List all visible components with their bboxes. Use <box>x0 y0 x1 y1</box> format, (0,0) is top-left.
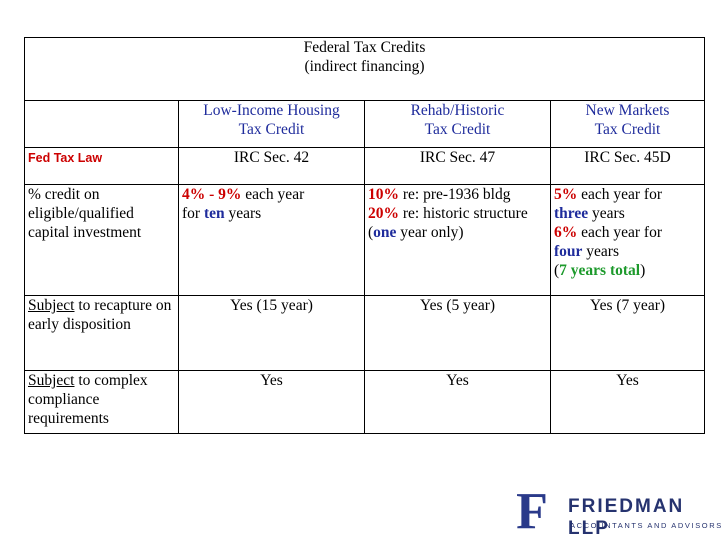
row-label-fed-tax-law: Fed Tax Law <box>24 147 179 185</box>
header-lih-line-1: Low-Income Housing <box>203 102 340 119</box>
header-empty-cell <box>24 100 179 148</box>
header-lih-line-2: Tax Credit <box>238 121 305 138</box>
header-nmtc-line-1: New Markets <box>585 102 670 119</box>
fed-tax-law-row: Fed Tax Law IRC Sec. 42 IRC Sec. 47 IRC … <box>24 147 705 185</box>
row-label-recapture: Subject to recapture on early dispositio… <box>24 295 179 371</box>
row-label-compliance: Subject to complex compliance requiremen… <box>24 370 179 434</box>
rehab-compliance: Yes <box>364 370 551 434</box>
lih-credit-cell: 4% - 9% each year for ten years <box>178 184 365 296</box>
rehab-rate-2: 20% <box>368 205 399 222</box>
credit-percentage-row: % credit on eligible/qualified capital i… <box>24 184 705 296</box>
nmtc-rate-2: 6% <box>554 224 578 241</box>
lih-recapture: Yes (15 year) <box>178 295 365 371</box>
nmtc-rate-1: 5% <box>554 186 578 203</box>
friedman-tagline: ACCOUNTANTS AND ADVISORS <box>570 521 723 530</box>
recapture-row: Subject to recapture on early dispositio… <box>24 295 705 371</box>
title-line-2: (indirect financing) <box>304 58 425 75</box>
table-title: Federal Tax Credits (indirect financing) <box>24 37 705 101</box>
title-row: Federal Tax Credits (indirect financing) <box>24 37 705 101</box>
rehab-irc-section: IRC Sec. 47 <box>364 147 551 185</box>
rehab-recapture: Yes (5 year) <box>364 295 551 371</box>
compliance-row: Subject to complex compliance requiremen… <box>24 370 705 434</box>
tax-credits-table: Federal Tax Credits (indirect financing)… <box>24 37 705 434</box>
nmtc-compliance: Yes <box>550 370 705 434</box>
column-header-row: Low-Income Housing Tax Credit Rehab/Hist… <box>24 100 705 148</box>
nmtc-credit-cell: 5% each year for three years 6% each yea… <box>550 184 705 296</box>
row-label-credit: % credit on eligible/qualified capital i… <box>24 184 179 296</box>
nmtc-years-2: four <box>554 243 583 260</box>
nmtc-total: 7 years total <box>559 262 641 279</box>
lih-irc-section: IRC Sec. 42 <box>178 147 365 185</box>
nmtc-irc-section: IRC Sec. 45D <box>550 147 705 185</box>
nmtc-recapture: Yes (7 year) <box>550 295 705 371</box>
lih-rate: 4% - 9% <box>182 186 242 203</box>
rehab-credit-cell: 10% re: pre-1936 bldg 20% re: historic s… <box>364 184 551 296</box>
header-low-income-housing: Low-Income Housing Tax Credit <box>178 100 365 148</box>
header-rehab-line-1: Rehab/Historic <box>410 102 505 119</box>
lih-compliance: Yes <box>178 370 365 434</box>
rehab-one: one <box>373 224 397 241</box>
friedman-f-mark: F <box>516 483 548 540</box>
lih-years: ten <box>203 205 225 222</box>
friedman-logo: F FRIEDMAN LLP ACCOUNTANTS AND ADVISORS <box>514 483 728 546</box>
title-line-1: Federal Tax Credits <box>303 39 426 56</box>
header-rehab-line-2: Tax Credit <box>424 121 491 138</box>
nmtc-years-1: three <box>554 205 589 222</box>
header-rehab-historic: Rehab/Historic Tax Credit <box>364 100 551 148</box>
rehab-rate-1: 10% <box>368 186 399 203</box>
fed-tax-law-label: Fed Tax Law <box>28 151 103 165</box>
header-new-markets: New Markets Tax Credit <box>550 100 705 148</box>
friedman-name: FRIEDMAN LLP <box>568 496 685 539</box>
header-nmtc-line-2: Tax Credit <box>594 121 661 138</box>
